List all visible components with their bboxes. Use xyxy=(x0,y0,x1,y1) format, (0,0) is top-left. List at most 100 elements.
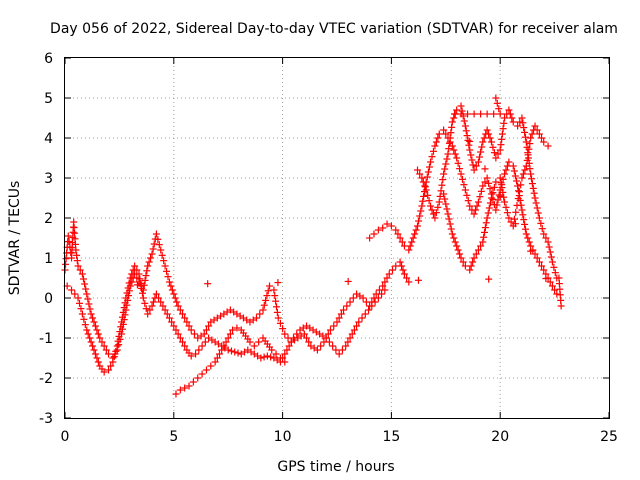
data-point xyxy=(525,145,533,153)
data-point xyxy=(421,182,429,190)
data-point xyxy=(445,215,453,223)
data-point xyxy=(90,318,98,326)
data-point xyxy=(270,286,278,294)
data-point xyxy=(490,149,498,157)
data-point xyxy=(506,110,514,118)
data-point xyxy=(511,220,519,228)
data-point xyxy=(381,286,389,294)
data-point xyxy=(152,290,160,298)
data-point xyxy=(464,110,472,118)
data-point xyxy=(460,117,468,125)
data-point xyxy=(80,315,88,323)
data-point xyxy=(72,246,80,254)
data-point xyxy=(432,138,440,146)
data-point xyxy=(273,303,281,311)
data-point xyxy=(441,165,449,173)
data-point xyxy=(155,241,163,249)
data-point xyxy=(234,349,242,357)
data-point xyxy=(534,209,542,217)
data-point xyxy=(123,289,131,297)
data-point xyxy=(468,156,476,164)
data-point xyxy=(74,294,82,302)
data-point xyxy=(454,246,462,254)
data-point xyxy=(333,318,341,326)
y-tick-label: 3 xyxy=(44,171,53,187)
y-tick-label: 4 xyxy=(44,131,53,147)
data-point xyxy=(71,290,79,298)
data-point xyxy=(343,302,351,310)
data-point xyxy=(505,106,513,114)
data-point xyxy=(168,286,176,294)
data-point xyxy=(485,204,493,212)
data-point xyxy=(346,298,354,306)
data-point xyxy=(463,191,471,199)
data-point xyxy=(283,346,291,354)
data-point xyxy=(262,296,270,304)
data-point xyxy=(505,214,513,222)
data-point xyxy=(368,302,376,310)
data-point xyxy=(93,354,101,362)
data-point xyxy=(514,195,522,203)
data-point xyxy=(505,158,513,166)
data-point xyxy=(464,197,472,205)
data-point xyxy=(260,301,268,309)
data-point xyxy=(172,390,180,398)
data-point xyxy=(508,114,516,122)
plot-frame xyxy=(64,57,610,419)
data-point xyxy=(442,130,450,138)
data-point xyxy=(359,294,367,302)
data-point xyxy=(419,197,427,205)
data-point xyxy=(146,306,154,314)
data-point xyxy=(133,266,141,274)
data-point xyxy=(202,366,210,374)
data-point xyxy=(170,322,178,330)
data-point xyxy=(514,122,522,130)
data-point xyxy=(157,246,165,254)
data-point xyxy=(501,114,509,122)
data-point xyxy=(346,334,354,342)
data-point xyxy=(268,346,276,354)
data-point xyxy=(527,170,535,178)
x-axis-label: GPS time / hours xyxy=(277,459,394,475)
data-point xyxy=(74,262,82,270)
data-point xyxy=(485,130,493,138)
data-point xyxy=(322,334,330,342)
data-point xyxy=(528,175,536,183)
data-point xyxy=(194,374,202,382)
data-point xyxy=(110,353,118,361)
data-point xyxy=(181,314,189,322)
data-point xyxy=(406,242,414,250)
data-point xyxy=(252,314,260,322)
data-point xyxy=(374,226,382,234)
data-point xyxy=(102,346,110,354)
data-point xyxy=(450,114,458,122)
data-point xyxy=(289,334,297,342)
data-point xyxy=(161,262,169,270)
data-point xyxy=(531,250,539,258)
y-axis-label: SDTVAR / TECUs xyxy=(7,181,23,296)
data-point xyxy=(482,219,490,227)
data-point xyxy=(466,266,474,274)
data-point xyxy=(520,216,528,224)
data-point xyxy=(329,342,337,350)
data-point xyxy=(496,192,504,200)
data-point xyxy=(195,346,203,354)
data-point xyxy=(481,178,489,186)
data-point xyxy=(527,134,535,142)
data-point xyxy=(147,254,155,262)
data-point xyxy=(355,318,363,326)
data-point xyxy=(305,338,313,346)
data-point xyxy=(173,298,181,306)
data-point xyxy=(409,234,417,242)
data-point xyxy=(229,326,237,334)
data-point xyxy=(456,165,464,173)
data-point xyxy=(451,238,459,246)
data-point xyxy=(425,197,433,205)
data-point xyxy=(525,238,533,246)
data-point xyxy=(342,342,350,350)
data-point xyxy=(484,209,492,217)
data-point xyxy=(266,282,274,290)
data-point xyxy=(499,188,507,196)
data-point xyxy=(148,302,156,310)
data-point xyxy=(113,342,121,350)
